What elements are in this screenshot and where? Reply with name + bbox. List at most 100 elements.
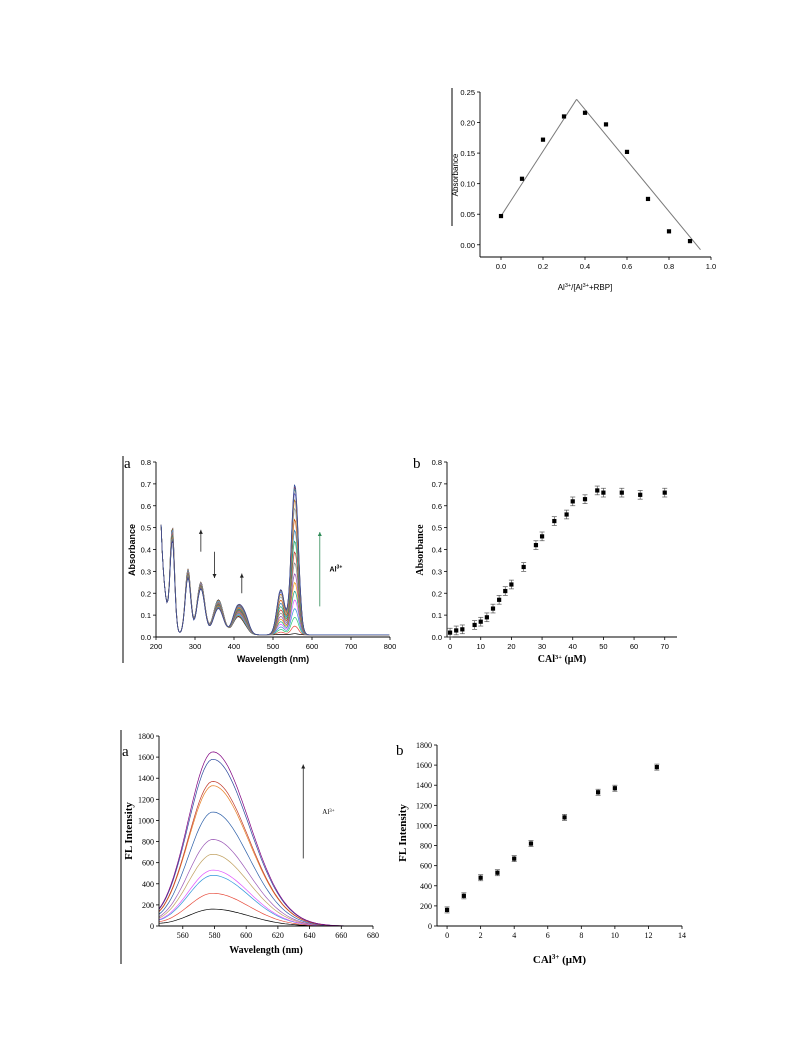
uv-spectra-panel: a 200 300 400 500 600 700 800 0.0 0.1 0.2 0.3 0.4 0.5…	[118, 452, 398, 667]
data-point	[444, 907, 450, 913]
y-tick-label: 0.25	[460, 88, 475, 97]
trend-arrowhead	[239, 573, 244, 578]
y-tick-label: 400	[142, 880, 154, 889]
job-plot-panel: 0.0 0.2 0.4 0.6 0.8 1.0 0.00 0.05 0.10 0.15 0.20 0.…	[440, 80, 730, 300]
y-tick-label: 0.10	[460, 180, 475, 189]
data-point	[498, 213, 504, 219]
x-tick-label: 4	[512, 931, 516, 940]
data-point	[539, 534, 545, 539]
data-point	[654, 765, 659, 770]
y-tick-label: 0	[428, 922, 432, 931]
data-point	[687, 239, 693, 244]
x-tick-label: 14	[678, 931, 686, 940]
y-tick-label: 800	[420, 842, 432, 851]
x-axis-title: Al3+/[Al3++RBP]	[558, 283, 613, 292]
spectrum-line	[158, 875, 373, 927]
trend-arrowhead	[301, 764, 306, 769]
y-tick-label: 1600	[416, 761, 432, 770]
y-tick-label: 0.6	[141, 502, 151, 511]
y-tick-label: 1000	[138, 816, 154, 825]
data-point	[503, 588, 508, 594]
data-point	[521, 564, 526, 570]
y-tick-label: 0.1	[432, 611, 442, 620]
x-axis-title: CAl3+ (μM)	[533, 953, 586, 966]
data-point	[582, 110, 588, 115]
data-point	[552, 518, 557, 524]
x-tick-label: 70	[661, 642, 669, 651]
data-point	[454, 628, 459, 633]
x-tick-label: 60	[630, 642, 638, 651]
y-tick-label: 0.3	[141, 567, 151, 576]
y-tick-label: 0.7	[141, 480, 151, 489]
y-tick-label: 600	[142, 859, 154, 868]
y-tick-label: 1400	[416, 781, 432, 790]
uv-titration-chart: b 0 10 20 30 40 50 60 70 0.0 0.1 0.2 0.3 0.4 0.5 0.6 0.7…	[413, 456, 677, 666]
y-tick-label: 0.00	[460, 241, 475, 250]
y-tick-label: 0.1	[141, 611, 151, 620]
spectrum-line	[158, 751, 373, 927]
x-tick-label: 2	[479, 931, 483, 940]
x-tick-label: 580	[208, 931, 220, 940]
y-tick-label: 200	[142, 901, 154, 910]
x-tick-label: 10	[477, 642, 485, 651]
y-tick-label: 1400	[138, 774, 154, 783]
x-tick-label: 20	[507, 642, 515, 651]
y-tick-label: 0.2	[432, 589, 442, 598]
job-plot-chart: 0.0 0.2 0.4 0.6 0.8 1.0 0.00 0.05 0.10 0.15 0.20 0.…	[451, 88, 716, 292]
data-point	[562, 815, 567, 820]
x-tick-label: 0.8	[664, 262, 674, 271]
spectrum-line	[158, 892, 373, 927]
y-tick-label: 1200	[416, 801, 432, 810]
data-point	[564, 512, 569, 517]
x-tick-label: 40	[569, 642, 577, 651]
trend-arrowhead	[317, 532, 322, 536]
y-tick-label: 0.3	[432, 567, 442, 576]
x-tick-label: 640	[304, 931, 316, 940]
data-point	[461, 893, 466, 898]
y-tick-label: 400	[420, 882, 432, 891]
data-point	[645, 196, 651, 202]
x-tick-label: 0.2	[538, 262, 548, 271]
y-axis-title: Absorbance	[415, 524, 426, 576]
trend-arrowhead	[198, 529, 203, 534]
al-annotation: Al3+	[330, 564, 343, 573]
y-tick-label: 1600	[138, 753, 154, 762]
spectrum-line	[160, 484, 390, 636]
x-tick-label: 600	[306, 642, 319, 651]
y-tick-label: 0.4	[432, 546, 442, 555]
x-tick-label: 560	[177, 931, 189, 940]
data-point	[512, 856, 517, 861]
fit-line	[576, 99, 701, 250]
x-tick-label: 620	[272, 931, 284, 940]
y-tick-label: 0.4	[141, 546, 151, 555]
data-point	[624, 149, 630, 154]
x-tick-label: 0	[445, 931, 449, 940]
data-point	[528, 841, 534, 846]
y-tick-label: 200	[420, 902, 432, 911]
fit-line	[500, 99, 578, 217]
fl-titration-panel: b 0 2 4 6 8 10 12 14 0 200 400 600 800 1000 1200 1400 160…	[392, 735, 692, 970]
x-tick-label: 0.6	[622, 262, 632, 271]
data-point	[497, 597, 502, 602]
y-tick-label: 1800	[416, 741, 432, 750]
y-axis-title: Absorbance	[451, 153, 460, 196]
x-tick-label: 660	[335, 931, 347, 940]
data-point	[490, 606, 496, 611]
data-point	[595, 488, 600, 493]
x-axis-title: CAl3+ (μM)	[538, 654, 586, 666]
uv-titration-panel: b 0 10 20 30 40 50 60 70 0.0 0.1 0.2 0.3 0.4 0.5 0.6 0.7…	[405, 452, 690, 667]
data-point	[495, 870, 500, 875]
x-axis-title: Wavelength (nm)	[229, 945, 303, 956]
data-point	[472, 622, 477, 628]
data-point	[533, 543, 539, 548]
x-tick-label: 200	[150, 642, 163, 651]
x-tick-label: 6	[546, 931, 550, 940]
y-tick-label: 1200	[138, 795, 154, 804]
x-tick-label: 600	[240, 931, 252, 940]
x-tick-label: 0.0	[496, 262, 506, 271]
y-tick-label: 0.2	[141, 589, 151, 598]
trend-arrowhead	[212, 573, 217, 578]
y-tick-label: 0.5	[432, 524, 442, 533]
y-tick-label: 0.8	[141, 458, 151, 467]
y-tick-label: 0.7	[432, 480, 442, 489]
